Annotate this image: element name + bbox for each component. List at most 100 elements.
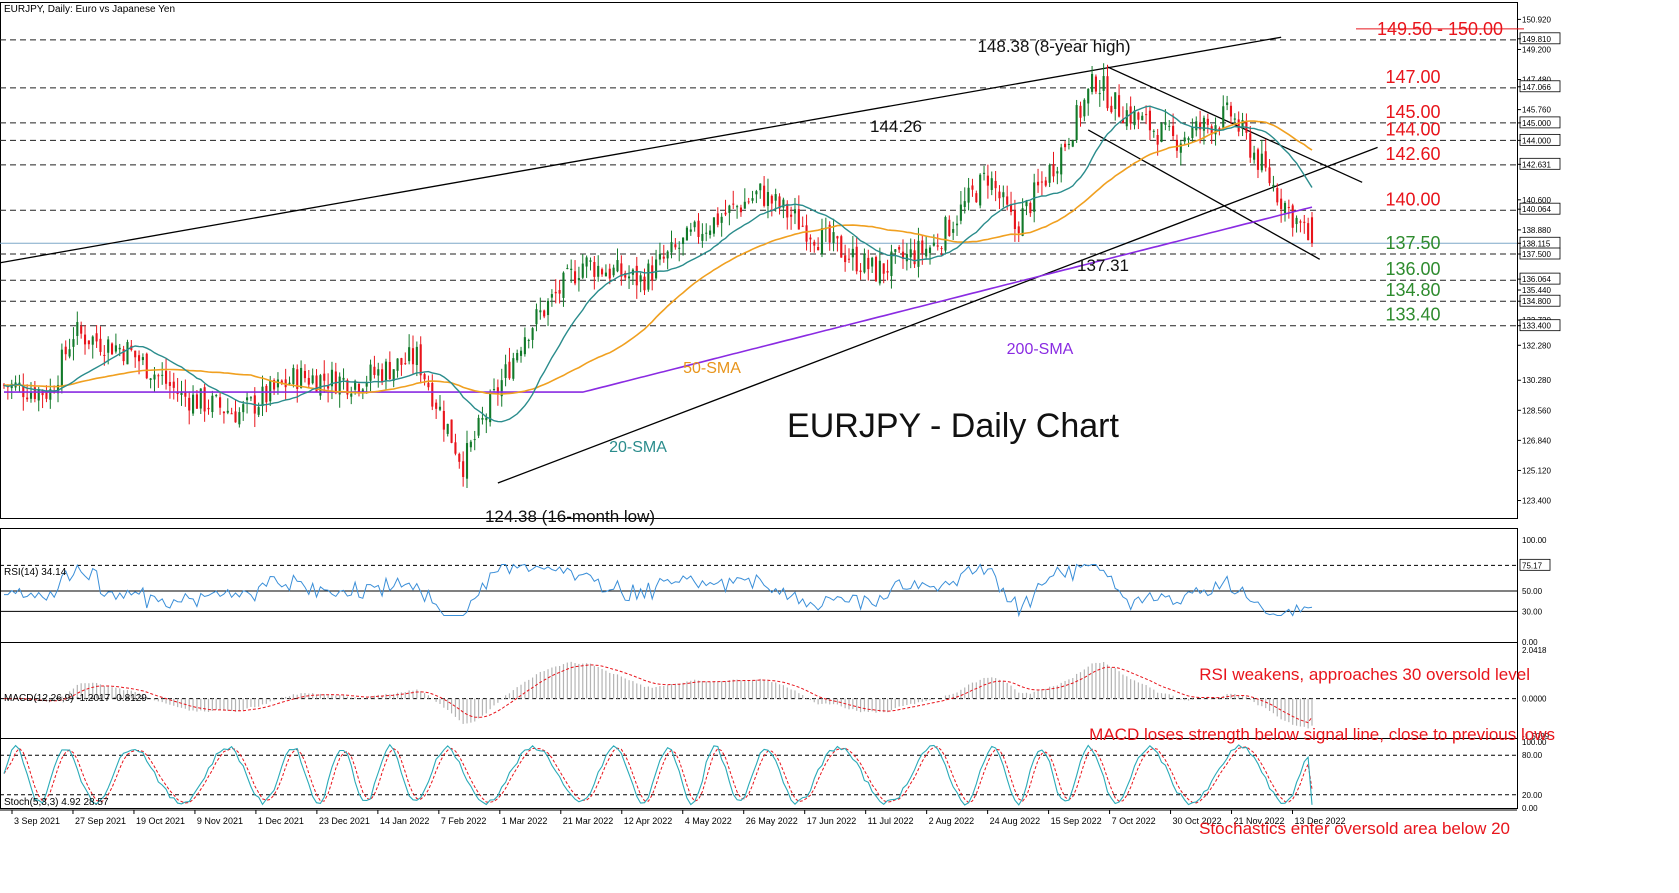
candle-body: [458, 453, 461, 462]
candle-body: [832, 232, 835, 244]
candle-body: [682, 237, 685, 244]
macd-annotation: MACD loses strength below signal line, c…: [1089, 725, 1555, 744]
candle-body: [1125, 110, 1128, 127]
candle-body: [269, 380, 272, 402]
trendline-lower-support: [497, 146, 1378, 484]
candle-body: [431, 382, 434, 407]
macd-axis-label: 0.0000: [1522, 695, 1547, 704]
candle-body: [396, 358, 399, 371]
candle-body: [747, 201, 750, 203]
rsi-tag: [1519, 558, 1551, 571]
candle-body: [1226, 102, 1229, 106]
candle-body: [570, 268, 573, 270]
stoch-axis-label: 80.00: [1522, 751, 1543, 760]
candle-body: [338, 376, 341, 395]
x-tick-label: 4 May 2022: [685, 816, 732, 826]
candle-body: [91, 336, 94, 345]
candle-body: [145, 353, 148, 379]
candle-body: [161, 374, 164, 376]
candle-body: [554, 291, 557, 294]
candle-body: [1160, 123, 1163, 142]
price-axis-label: 149.200: [1522, 45, 1551, 54]
candle-body: [1256, 149, 1260, 170]
candle-body: [608, 268, 611, 279]
price-axis-label: 150.920: [1522, 15, 1551, 24]
candle-body: [192, 394, 195, 414]
candle-body: [122, 349, 125, 362]
candle-body: [1191, 127, 1194, 139]
candle-body: [805, 225, 808, 242]
candle-body: [836, 236, 839, 239]
candle-body: [820, 228, 824, 255]
rsi-annotation: RSI weakens, approaches 30 oversold leve…: [1199, 665, 1530, 684]
annotation-137: 137.31: [1077, 256, 1129, 275]
candle-body: [26, 397, 29, 400]
candle-body: [523, 337, 526, 355]
candle-body: [230, 413, 233, 415]
candle-body: [971, 185, 974, 190]
x-tick-label: 7 Oct 2022: [1112, 816, 1156, 826]
candle-body: [955, 223, 959, 226]
candle-body: [126, 342, 129, 365]
candle-body: [550, 294, 553, 298]
candle-body: [1148, 110, 1152, 131]
chart-title: EURJPY - Daily Chart: [787, 407, 1119, 445]
candle-body: [118, 347, 121, 350]
candle-body: [867, 257, 870, 270]
candle-body: [195, 394, 198, 409]
candle-body: [288, 382, 291, 384]
level-label-13480: 134.80: [1385, 280, 1440, 300]
candle-body: [446, 423, 449, 434]
candle-body: [1141, 115, 1144, 121]
candle-body: [234, 411, 237, 423]
candle-body: [1133, 110, 1136, 126]
candle-body: [936, 245, 939, 247]
candle-body: [496, 387, 499, 395]
candle-body: [462, 461, 465, 477]
annotation-144: 144.26: [870, 117, 922, 136]
candle-body: [573, 271, 577, 284]
candle-body: [990, 178, 993, 190]
candle-body: [739, 207, 743, 213]
candle-body: [589, 260, 592, 262]
annotation-high: 148.38 (8-year high): [977, 37, 1130, 56]
candle-body: [967, 187, 970, 203]
price-axis-label: 145.760: [1522, 106, 1551, 115]
candle-body: [886, 271, 889, 273]
candle-body: [477, 417, 480, 436]
candle-body: [940, 248, 943, 250]
candle-body: [720, 216, 723, 223]
candle-body: [388, 361, 391, 379]
x-tick-label: 11 Jul 2022: [868, 816, 914, 826]
candle-body: [643, 276, 646, 291]
candle-body: [1310, 217, 1314, 244]
candle-body: [1114, 92, 1117, 109]
candle-body: [871, 257, 874, 267]
candle-body: [350, 393, 353, 397]
candle-body: [415, 346, 418, 365]
candle-body: [300, 367, 303, 388]
candle-body: [508, 361, 511, 379]
candle-body: [83, 334, 87, 345]
candle-body: [817, 247, 820, 251]
candle-body: [392, 369, 395, 381]
candle-body: [597, 265, 600, 277]
candle-body: [164, 370, 168, 384]
candle-body: [226, 410, 229, 413]
candle-body: [1303, 221, 1306, 223]
candle-body: [365, 382, 368, 387]
candle-body: [311, 375, 314, 384]
candle-body: [1253, 152, 1256, 160]
candle-body: [1179, 143, 1182, 153]
candle-body: [423, 374, 426, 380]
candle-body: [759, 183, 762, 191]
candle-body: [172, 381, 175, 388]
candle-body: [404, 363, 407, 365]
candle-body: [1268, 167, 1271, 184]
candle-body: [639, 275, 642, 282]
candle-body: [1276, 187, 1279, 203]
candle-body: [492, 389, 496, 391]
candle-body: [1195, 121, 1198, 131]
price-axis-label: 132.280: [1522, 341, 1551, 350]
candle-body: [705, 232, 708, 234]
